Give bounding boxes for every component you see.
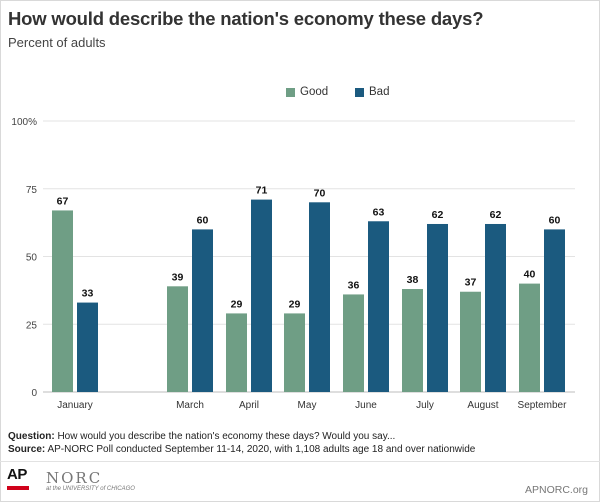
- ap-logo-text: AP: [7, 466, 27, 483]
- bar-bad: [251, 199, 272, 392]
- data-label: 29: [289, 298, 301, 310]
- legend-item-good: Good: [286, 86, 328, 98]
- y-tick-label: 50: [26, 253, 38, 264]
- question-note: Question: How would you describe the nat…: [8, 431, 395, 442]
- legend-label-good: Good: [300, 86, 329, 98]
- data-label: 39: [172, 271, 184, 283]
- legend: Good Bad: [0, 86, 600, 102]
- bar-bad: [192, 229, 213, 392]
- bar-good: [284, 313, 305, 392]
- source-text: AP-NORC Poll conducted September 11-14, …: [47, 444, 476, 455]
- x-tick-label: July: [416, 400, 434, 411]
- question-text: How would you describe the nation's econ…: [57, 431, 396, 442]
- data-label: 37: [465, 277, 477, 289]
- data-label: 70: [314, 187, 326, 199]
- x-tick-label: March: [176, 400, 204, 411]
- data-label: 62: [432, 209, 444, 221]
- x-tick-label: August: [467, 400, 498, 411]
- bar-good: [519, 283, 540, 392]
- bar-bad: [368, 221, 389, 392]
- legend-label-bad: Bad: [369, 86, 390, 98]
- bar-good: [402, 289, 423, 392]
- y-tick-label: 0: [31, 388, 37, 399]
- data-label: 71: [256, 185, 268, 197]
- bar-good: [226, 313, 247, 392]
- data-label: 63: [373, 206, 385, 218]
- ap-logo-bar: [7, 486, 29, 490]
- legend-item-bad: Bad: [355, 86, 389, 98]
- bar-bad: [544, 229, 565, 392]
- data-label: 62: [490, 209, 502, 221]
- legend-swatch-bad: [355, 87, 364, 97]
- data-label: 67: [57, 195, 69, 207]
- bar-good: [460, 291, 481, 392]
- bar-good: [167, 286, 188, 392]
- chart-title: How would describe the nation's economy …: [8, 8, 484, 29]
- legend-swatch-good: [286, 87, 295, 97]
- source-note: Source: AP-NORC Poll conducted September…: [8, 444, 475, 455]
- norc-logo-text: NORC: [46, 469, 103, 487]
- data-label: 38: [407, 274, 419, 286]
- site-link[interactable]: APNORC.org: [524, 484, 588, 496]
- norc-logo: NORC at the UNIVERSITY of CHICAGO: [46, 469, 135, 492]
- source-label: Source:: [8, 444, 46, 455]
- x-tick-label: April: [239, 400, 259, 411]
- x-tick-label: January: [57, 400, 93, 411]
- bar-bad: [485, 223, 506, 392]
- y-tick-label: 100%: [11, 117, 37, 128]
- data-label: 36: [348, 279, 360, 291]
- ap-logo: AP: [7, 466, 29, 492]
- bar-good: [343, 294, 364, 392]
- data-label: 40: [524, 269, 536, 281]
- footer-divider: [0, 461, 600, 462]
- question-label: Question:: [8, 431, 55, 442]
- bar-chart: 0 25 50 75 100% 67 33 January 39 60 March 29 71 April…: [11, 117, 575, 411]
- x-tick-label: September: [518, 400, 568, 411]
- y-tick-label: 25: [26, 320, 38, 331]
- x-tick-label: May: [298, 400, 317, 411]
- data-label: 60: [197, 214, 209, 226]
- x-tick-label: June: [355, 400, 377, 411]
- data-label: 33: [82, 288, 94, 300]
- data-label: 60: [549, 214, 561, 226]
- bar-bad: [77, 302, 98, 392]
- norc-logo-subtext: at the UNIVERSITY of CHICAGO: [46, 486, 135, 492]
- y-tick-label: 75: [26, 185, 38, 196]
- bar-bad: [309, 202, 330, 392]
- chart-subtitle: Percent of adults: [8, 35, 106, 50]
- bar-bad: [427, 223, 448, 392]
- bar-good: [52, 210, 73, 392]
- data-label: 29: [231, 298, 243, 310]
